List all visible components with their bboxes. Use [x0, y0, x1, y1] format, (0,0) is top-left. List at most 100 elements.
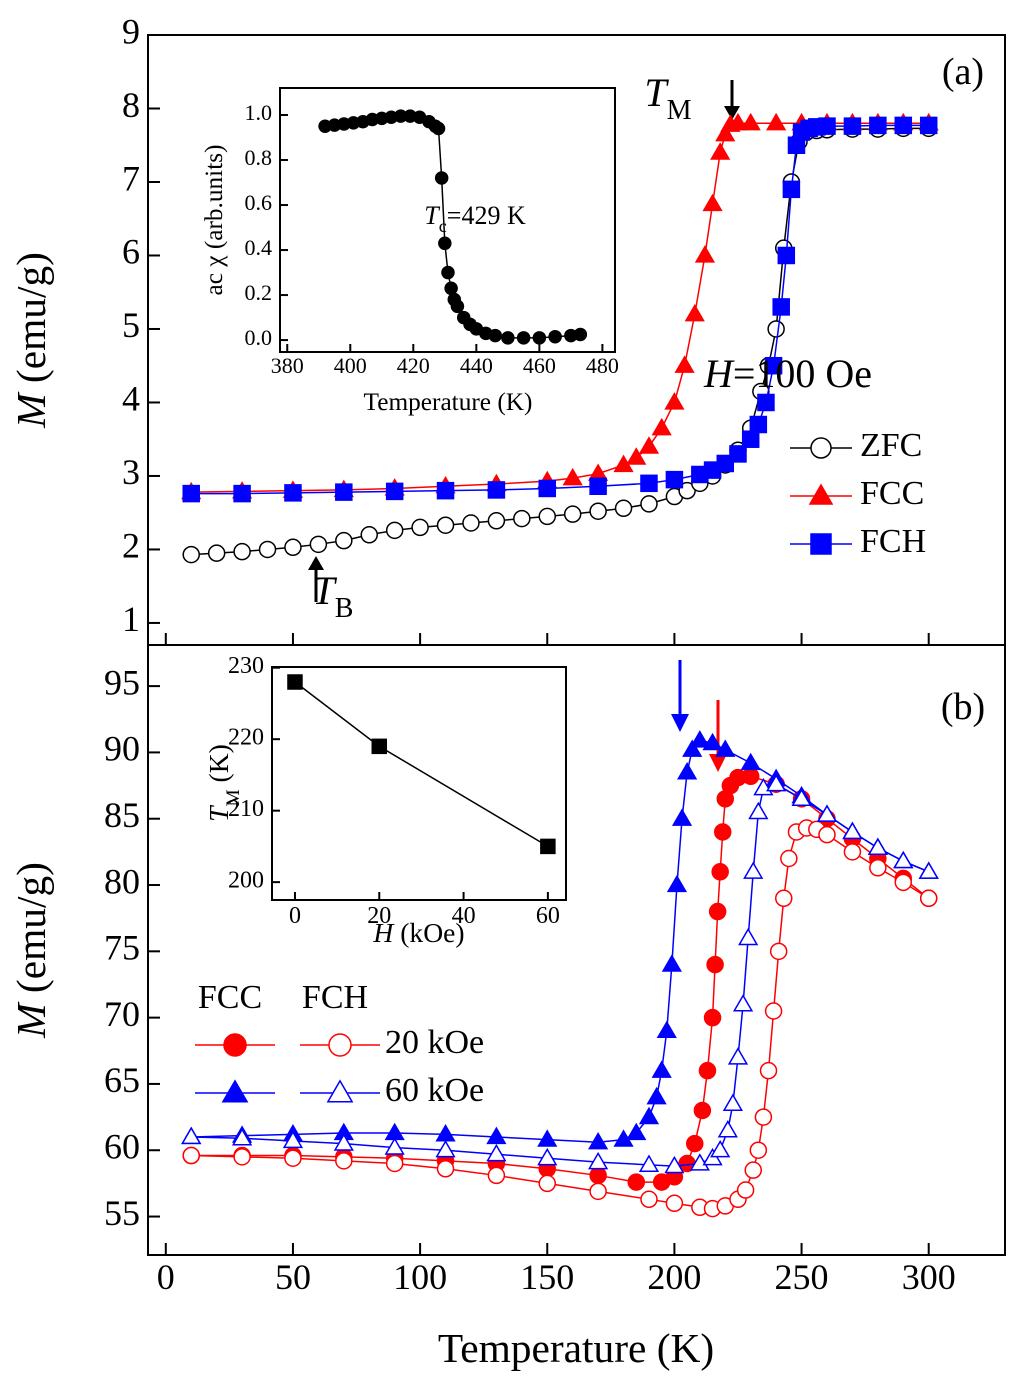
marker — [258, 540, 277, 559]
text-part: T — [313, 568, 338, 613]
marker — [335, 1152, 353, 1170]
marker — [843, 843, 862, 861]
x-tick-label: 100 — [393, 1257, 447, 1297]
marker — [816, 804, 838, 822]
x-tick-label: 60 — [536, 903, 560, 929]
marker — [651, 1060, 672, 1078]
text-part: (kOe) — [393, 917, 464, 948]
y-tick-label: 6 — [122, 232, 140, 272]
marker — [441, 265, 455, 280]
marker — [573, 327, 588, 342]
text-part: (b) — [941, 686, 985, 728]
marker — [385, 482, 404, 501]
marker — [434, 171, 449, 185]
text-part: M — [223, 789, 244, 806]
marker — [727, 112, 749, 131]
legend-label: FCH — [860, 523, 926, 560]
text-part: H — [703, 351, 735, 396]
marker — [775, 889, 793, 908]
y-tick-label: 3 — [122, 452, 140, 492]
marker — [335, 483, 353, 501]
annotation: (b) — [941, 686, 985, 728]
x-tick-label: 40 — [452, 903, 476, 929]
marker — [740, 112, 761, 131]
marker — [767, 320, 785, 338]
annotation: H=100 Oe — [703, 351, 872, 396]
marker — [664, 1155, 685, 1174]
marker — [182, 545, 200, 564]
x-axis-label: Temperature (K) — [364, 388, 533, 416]
marker — [702, 193, 723, 212]
text-part: M — [8, 1001, 54, 1039]
marker — [462, 514, 480, 532]
marker — [651, 417, 672, 436]
legend-label: FCC — [860, 475, 924, 512]
marker — [284, 484, 302, 502]
x-tick-label: 460 — [523, 353, 556, 378]
marker — [589, 1182, 607, 1201]
x-tick-label: 0 — [157, 1257, 175, 1297]
marker — [360, 526, 378, 544]
marker — [744, 1161, 762, 1179]
y-axis-label: M (emu/g) — [8, 252, 55, 429]
text-part: Temperature (K) — [364, 388, 533, 416]
legend-header: FCH — [302, 979, 368, 1016]
marker — [722, 1093, 743, 1111]
y-axis-label: M (emu/g) — [8, 862, 55, 1039]
marker — [385, 1154, 404, 1173]
marker — [766, 112, 787, 131]
marker — [686, 1134, 704, 1153]
y-tick-label: 0.0 — [245, 325, 273, 350]
marker — [867, 837, 888, 856]
x-tick-label: 400 — [334, 353, 367, 378]
text-part: M — [8, 391, 54, 429]
x-tick-label: 50 — [275, 1257, 311, 1297]
marker — [233, 542, 251, 561]
marker — [732, 994, 754, 1012]
arrow-head — [709, 754, 727, 772]
plot-frame — [271, 666, 567, 901]
y-tick-label: 55 — [104, 1193, 140, 1233]
text-part: T — [644, 70, 669, 115]
annotation: (a) — [942, 51, 984, 93]
marker — [772, 298, 790, 316]
y-tick-label: 80 — [104, 861, 140, 901]
y-tick-label: 200 — [228, 868, 264, 894]
text-part: T — [203, 805, 234, 822]
marker — [450, 299, 465, 314]
marker — [741, 430, 760, 448]
marker — [638, 1154, 660, 1172]
marker — [548, 329, 562, 344]
marker — [588, 1151, 609, 1170]
marker — [674, 355, 695, 373]
marker — [640, 1190, 658, 1209]
marker — [589, 1166, 607, 1185]
marker — [486, 1143, 507, 1162]
y-tick-label: 65 — [104, 1060, 140, 1100]
marker — [894, 116, 913, 135]
text-part: (K) — [203, 744, 234, 789]
marker — [335, 531, 353, 550]
marker — [328, 1033, 352, 1057]
y-tick-label: 4 — [122, 379, 140, 419]
marker — [736, 1181, 755, 1199]
legend-label: 20 kOe — [385, 1024, 484, 1061]
marker — [693, 1101, 712, 1120]
text-part: ac χ (arb.units) — [200, 144, 228, 295]
marker — [182, 1146, 200, 1165]
marker — [869, 116, 887, 135]
marker — [385, 521, 404, 540]
marker — [869, 859, 887, 877]
marker — [893, 850, 914, 869]
marker — [438, 236, 452, 251]
marker — [698, 1061, 717, 1080]
x-tick-label: 480 — [586, 353, 619, 378]
text-part: M — [667, 95, 692, 126]
marker — [488, 328, 502, 343]
marker — [640, 495, 658, 513]
y-tick-label: 0.2 — [245, 280, 273, 305]
marker — [713, 823, 732, 841]
marker — [384, 1137, 405, 1155]
y-axis-label: ac χ (arb.units) — [200, 144, 228, 295]
